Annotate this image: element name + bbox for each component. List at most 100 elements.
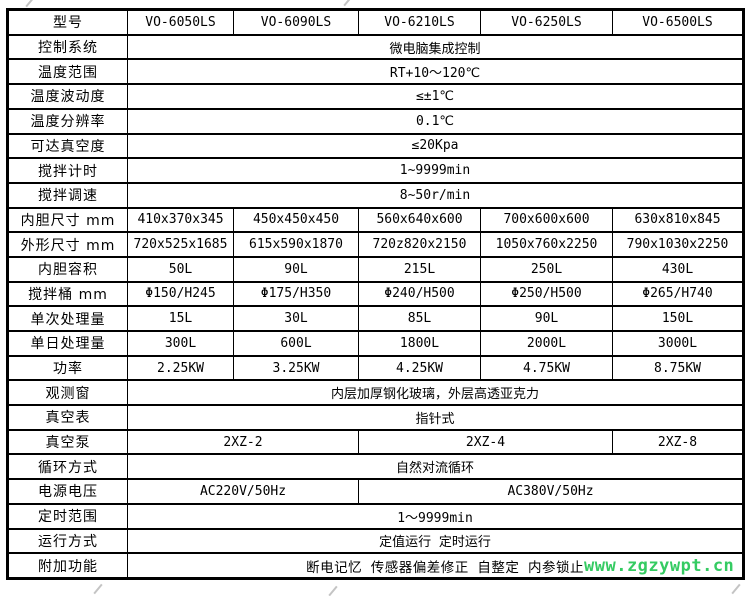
value-cell: RT+10～120℃ <box>127 58 744 86</box>
watermark-artifact <box>343 0 353 7</box>
table-row-voltage: 电源电压 AC220V/50Hz AC380V/50Hz <box>7 478 744 505</box>
value-cell: 30L <box>233 305 359 332</box>
value-cell: 1050x760x2250 <box>480 231 613 258</box>
row-label: 单日处理量 <box>7 330 128 357</box>
value-cell: 指针式 <box>127 404 744 431</box>
watermark-artifact <box>731 583 741 595</box>
spec-table: 型号 VO-6050LS VO-6090LS VO-6210LS VO-6250… <box>6 8 745 580</box>
model-cell: VO-6090LS <box>233 8 359 36</box>
model-cell: VO-6500LS <box>612 8 744 36</box>
table-row-run-mode: 运行方式 定值运行 定时运行 <box>7 527 744 555</box>
value-cell: 560x640x600 <box>358 206 481 234</box>
value-cell: 2XZ-4 <box>358 428 613 456</box>
value-cell: 内层加厚钢化玻璃，外层高透亚克力 <box>127 379 744 407</box>
row-label: 搅拌计时 <box>7 157 128 184</box>
table-row-single-capacity: 单次处理量 15L 30L 85L 90L 150L <box>7 305 744 332</box>
value-cell: 615x590x1870 <box>233 231 359 258</box>
row-label: 温度分辨率 <box>7 107 128 135</box>
value-cell: 150L <box>612 305 744 332</box>
value-cell: 2.25KW <box>127 354 234 382</box>
value-cell: Φ265/H740 <box>612 280 744 308</box>
row-label: 搅拌桶 mm <box>7 280 128 308</box>
value-cell: 450x450x450 <box>233 206 359 234</box>
row-label-model: 型号 <box>7 8 128 36</box>
watermark-artifact <box>93 583 103 595</box>
value-cell: 4.25KW <box>358 354 481 382</box>
value-cell: 4.75KW <box>480 354 613 382</box>
table-row-temp-fluctuation: 温度波动度 ≤±1℃ <box>7 83 744 110</box>
value-cell: 0.1℃ <box>127 107 744 135</box>
value-cell: 600L <box>233 330 359 357</box>
table-row-temp-range: 温度范围 RT+10～120℃ <box>7 58 744 86</box>
row-label: 功率 <box>7 354 128 382</box>
table-row-circulation: 循环方式 自然对流循环 <box>7 453 744 481</box>
value-cell: 90L <box>480 305 613 332</box>
table-row-daily-capacity: 单日处理量 300L 600L 1800L 2000L 3000L <box>7 330 744 357</box>
value-cell: 2XZ-2 <box>127 428 359 456</box>
value-cell: Φ150/H245 <box>127 280 234 308</box>
value-cell: AC220V/50Hz <box>127 478 359 505</box>
value-cell: 90L <box>233 255 359 283</box>
row-label: 附加功能 <box>7 552 128 580</box>
value-cell: 定值运行 定时运行 <box>127 527 744 555</box>
table-row-temp-resolution: 温度分辨率 0.1℃ <box>7 107 744 135</box>
row-label: 真空泵 <box>7 428 128 456</box>
row-label: 内胆尺寸 mm <box>7 206 128 234</box>
value-cell: 215L <box>358 255 481 283</box>
watermark-artifact <box>25 0 35 8</box>
value-cell: 微电脑集成控制 <box>127 33 744 61</box>
website-watermark: www.zgzywpt.cn <box>584 556 735 576</box>
row-label: 运行方式 <box>7 527 128 555</box>
value-cell: 8.75KW <box>612 354 744 382</box>
value-cell: ≤20Kpa <box>127 132 744 160</box>
value-cell: 85L <box>358 305 481 332</box>
table-row-vacuum-pump: 真空泵 2XZ-2 2XZ-4 2XZ-8 <box>7 428 744 456</box>
row-label: 搅拌调速 <box>7 181 128 209</box>
watermark-artifact <box>328 585 338 596</box>
row-label: 循环方式 <box>7 453 128 481</box>
row-label: 温度波动度 <box>7 83 128 110</box>
value-cell: 3.25KW <box>233 354 359 382</box>
table-row-extra-functions: 附加功能 断电记忆 传感器偏差修正 自整定 内参锁止 <box>7 552 744 580</box>
row-label: 控制系统 <box>7 33 128 61</box>
row-label: 内胆容积 <box>7 255 128 283</box>
table-row-timer-range: 定时范围 1～9999min <box>7 502 744 530</box>
value-cell: AC380V/50Hz <box>358 478 744 505</box>
value-cell: 700x600x600 <box>480 206 613 234</box>
value-cell: 15L <box>127 305 234 332</box>
value-cell: 790x1030x2250 <box>612 231 744 258</box>
value-cell: 2000L <box>480 330 613 357</box>
table-row-inner-volume: 内胆容积 50L 90L 215L 250L 430L <box>7 255 744 283</box>
value-cell: Φ240/H500 <box>358 280 481 308</box>
value-cell: 430L <box>612 255 744 283</box>
value-cell: 1800L <box>358 330 481 357</box>
value-cell: 410x370x345 <box>127 206 234 234</box>
value-cell: 3000L <box>612 330 744 357</box>
table-row-stir-timer: 搅拌计时 1~9999min <box>7 157 744 184</box>
value-cell: 630x810x845 <box>612 206 744 234</box>
value-cell: Φ175/H350 <box>233 280 359 308</box>
table-row-power: 功率 2.25KW 3.25KW 4.25KW 4.75KW 8.75KW <box>7 354 744 382</box>
row-label: 电源电压 <box>7 478 128 505</box>
row-label: 定时范围 <box>7 502 128 530</box>
model-cell: VO-6050LS <box>127 8 234 36</box>
table-row-observation-window: 观测窗 内层加厚钢化玻璃，外层高透亚克力 <box>7 379 744 407</box>
model-cell: VO-6250LS <box>480 8 613 36</box>
value-cell: 1~9999min <box>127 157 744 184</box>
row-label: 观测窗 <box>7 379 128 407</box>
value-cell: 8~50r/min <box>127 181 744 209</box>
table-row-model: 型号 VO-6050LS VO-6090LS VO-6210LS VO-6250… <box>7 8 744 36</box>
value-cell: 250L <box>480 255 613 283</box>
value-cell: 720z820x2150 <box>358 231 481 258</box>
table-row-control-system: 控制系统 微电脑集成控制 <box>7 33 744 61</box>
value-cell: ≤±1℃ <box>127 83 744 110</box>
table-row-vacuum-degree: 可达真空度 ≤20Kpa <box>7 132 744 160</box>
row-label: 单次处理量 <box>7 305 128 332</box>
value-cell: 2XZ-8 <box>612 428 744 456</box>
value-cell: 1～9999min <box>127 502 744 530</box>
row-label: 外形尺寸 mm <box>7 231 128 258</box>
row-label: 可达真空度 <box>7 132 128 160</box>
row-label: 温度范围 <box>7 58 128 86</box>
value-cell: 自然对流循环 <box>127 453 744 481</box>
value-cell: 720x525x1685 <box>127 231 234 258</box>
